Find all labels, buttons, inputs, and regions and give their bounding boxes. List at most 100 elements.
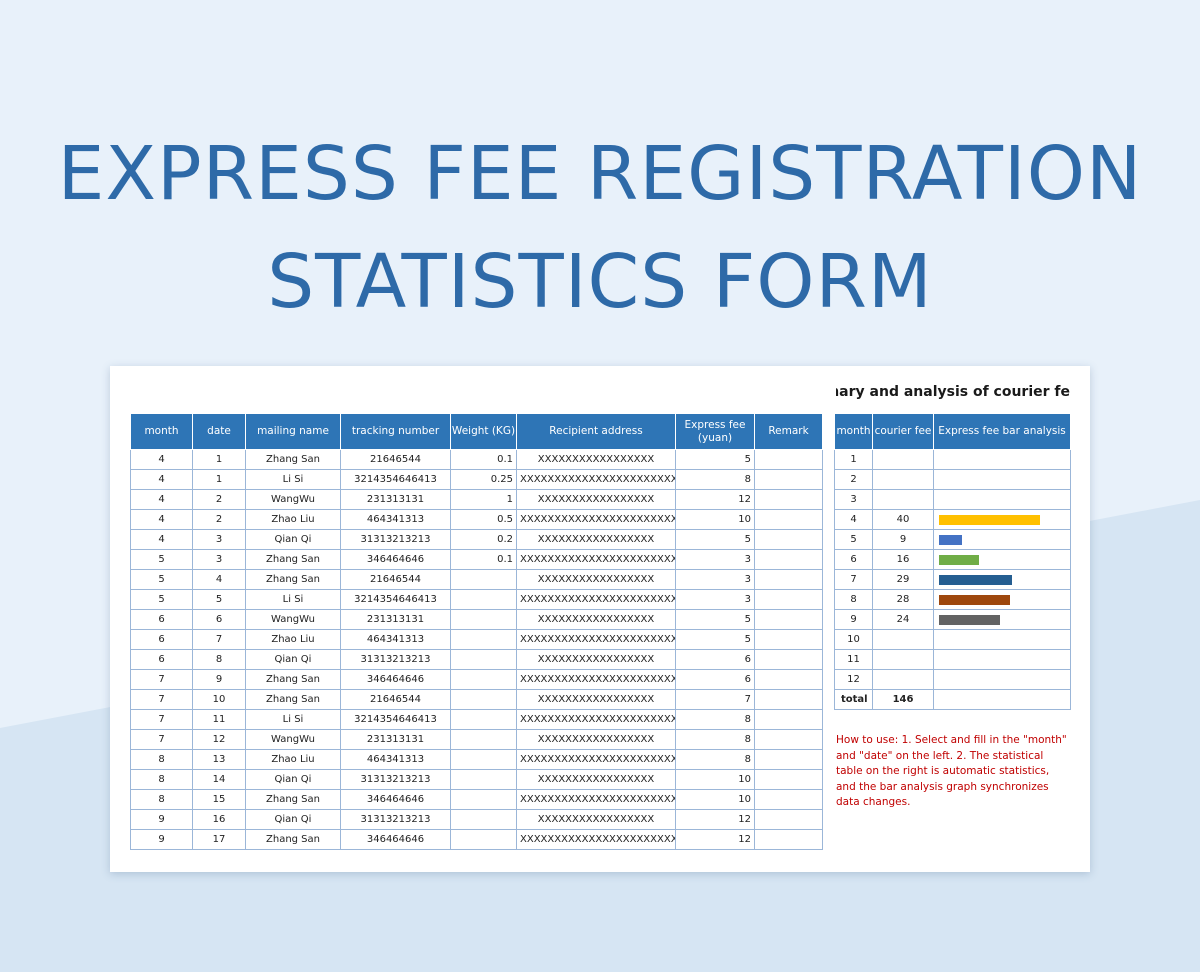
summary-fee-cell[interactable] [872,469,934,490]
summary-month-cell[interactable]: 8 [834,589,873,610]
header-mailing-name[interactable]: mailing name [245,413,341,450]
month-cell[interactable]: 6 [130,609,193,630]
total-value[interactable]: 146 [872,689,934,710]
summary-month-cell[interactable]: 4 [834,509,873,530]
mailing-name-cell[interactable]: Zhao Liu [245,509,341,530]
date-cell[interactable]: 4 [192,569,246,590]
tracking-number-cell[interactable]: 31313213213 [340,649,451,670]
date-cell[interactable]: 2 [192,509,246,530]
date-cell[interactable]: 17 [192,829,246,850]
summary-month-cell[interactable]: 10 [834,629,873,650]
summary-bar-cell[interactable] [933,669,1071,690]
tracking-number-cell[interactable]: 231313131 [340,489,451,510]
summary-header-bar-analysis[interactable]: Express fee bar analysis [933,413,1071,450]
express-fee-cell[interactable]: 3 [675,549,755,570]
recipient-address-cell[interactable]: XXXXXXXXXXXXXXXXXXXXXXXXXXX [516,629,676,650]
express-fee-cell[interactable]: 3 [675,589,755,610]
recipient-address-cell[interactable]: XXXXXXXXXXXXXXXXX [516,649,676,670]
tracking-number-cell[interactable]: 346464646 [340,669,451,690]
date-cell[interactable]: 2 [192,489,246,510]
mailing-name-cell[interactable]: Zhang San [245,569,341,590]
header-express-fee[interactable]: Express fee (yuan) [675,413,755,450]
recipient-address-cell[interactable]: XXXXXXXXXXXXXXXXXXXXXXXXXXX [516,789,676,810]
remark-cell[interactable] [754,449,823,470]
month-cell[interactable]: 5 [130,589,193,610]
summary-fee-cell[interactable] [872,449,934,470]
weight-cell[interactable] [450,829,517,850]
mailing-name-cell[interactable]: Qian Qi [245,529,341,550]
summary-month-cell[interactable]: 2 [834,469,873,490]
date-cell[interactable]: 13 [192,749,246,770]
summary-month-cell[interactable]: 9 [834,609,873,630]
header-tracking-number[interactable]: tracking number [340,413,451,450]
mailing-name-cell[interactable]: Zhang San [245,689,341,710]
express-fee-cell[interactable]: 10 [675,769,755,790]
weight-cell[interactable] [450,629,517,650]
weight-cell[interactable]: 0.1 [450,549,517,570]
recipient-address-cell[interactable]: XXXXXXXXXXXXXXXXX [516,569,676,590]
summary-fee-cell[interactable] [872,489,934,510]
weight-cell[interactable] [450,769,517,790]
express-fee-cell[interactable]: 8 [675,729,755,750]
recipient-address-cell[interactable]: XXXXXXXXXXXXXXXXXXXXXXXXXXX [516,589,676,610]
month-cell[interactable]: 6 [130,649,193,670]
summary-month-cell[interactable]: 1 [834,449,873,470]
month-cell[interactable]: 4 [130,469,193,490]
recipient-address-cell[interactable]: XXXXXXXXXXXXXXXXXXXXXXXXXXX [516,549,676,570]
tracking-number-cell[interactable]: 31313213213 [340,769,451,790]
remark-cell[interactable] [754,789,823,810]
remark-cell[interactable] [754,509,823,530]
recipient-address-cell[interactable]: XXXXXXXXXXXXXXXXX [516,449,676,470]
summary-bar-cell[interactable] [933,509,1071,530]
header-remark[interactable]: Remark [754,413,823,450]
date-cell[interactable]: 15 [192,789,246,810]
mailing-name-cell[interactable]: WangWu [245,489,341,510]
summary-month-cell[interactable]: 3 [834,489,873,510]
summary-bar-cell[interactable] [933,589,1071,610]
remark-cell[interactable] [754,569,823,590]
month-cell[interactable]: 8 [130,769,193,790]
tracking-number-cell[interactable]: 346464646 [340,549,451,570]
weight-cell[interactable] [450,609,517,630]
tracking-number-cell[interactable]: 346464646 [340,829,451,850]
recipient-address-cell[interactable]: XXXXXXXXXXXXXXXXX [516,769,676,790]
weight-cell[interactable]: 0.2 [450,529,517,550]
header-weight[interactable]: Weight (KG) [450,413,517,450]
summary-bar-cell[interactable] [933,549,1071,570]
express-fee-cell[interactable]: 5 [675,529,755,550]
mailing-name-cell[interactable]: Zhang San [245,449,341,470]
date-cell[interactable]: 16 [192,809,246,830]
tracking-number-cell[interactable]: 231313131 [340,609,451,630]
date-cell[interactable]: 3 [192,549,246,570]
weight-cell[interactable] [450,729,517,750]
month-cell[interactable]: 8 [130,789,193,810]
weight-cell[interactable] [450,689,517,710]
date-cell[interactable]: 1 [192,469,246,490]
recipient-address-cell[interactable]: XXXXXXXXXXXXXXXXXXXXXXXXXXX [516,749,676,770]
weight-cell[interactable] [450,669,517,690]
recipient-address-cell[interactable]: XXXXXXXXXXXXXXXXX [516,609,676,630]
summary-header-month[interactable]: month [834,413,873,450]
month-cell[interactable]: 7 [130,729,193,750]
recipient-address-cell[interactable]: XXXXXXXXXXXXXXXXXXXXXXXXXXX [516,669,676,690]
total-label[interactable]: total [834,689,873,710]
weight-cell[interactable] [450,649,517,670]
summary-bar-cell[interactable] [933,569,1071,590]
month-cell[interactable]: 4 [130,529,193,550]
tracking-number-cell[interactable]: 31313213213 [340,529,451,550]
tracking-number-cell[interactable]: 231313131 [340,729,451,750]
mailing-name-cell[interactable]: Zhao Liu [245,629,341,650]
summary-month-cell[interactable]: 7 [834,569,873,590]
remark-cell[interactable] [754,489,823,510]
date-cell[interactable]: 10 [192,689,246,710]
mailing-name-cell[interactable]: Zhang San [245,789,341,810]
month-cell[interactable]: 8 [130,749,193,770]
weight-cell[interactable]: 0.25 [450,469,517,490]
tracking-number-cell[interactable]: 346464646 [340,789,451,810]
weight-cell[interactable] [450,749,517,770]
recipient-address-cell[interactable]: XXXXXXXXXXXXXXXXXXXXXXXXXXX [516,709,676,730]
tracking-number-cell[interactable]: 3214354646413 [340,469,451,490]
mailing-name-cell[interactable]: Zhang San [245,829,341,850]
remark-cell[interactable] [754,469,823,490]
remark-cell[interactable] [754,589,823,610]
